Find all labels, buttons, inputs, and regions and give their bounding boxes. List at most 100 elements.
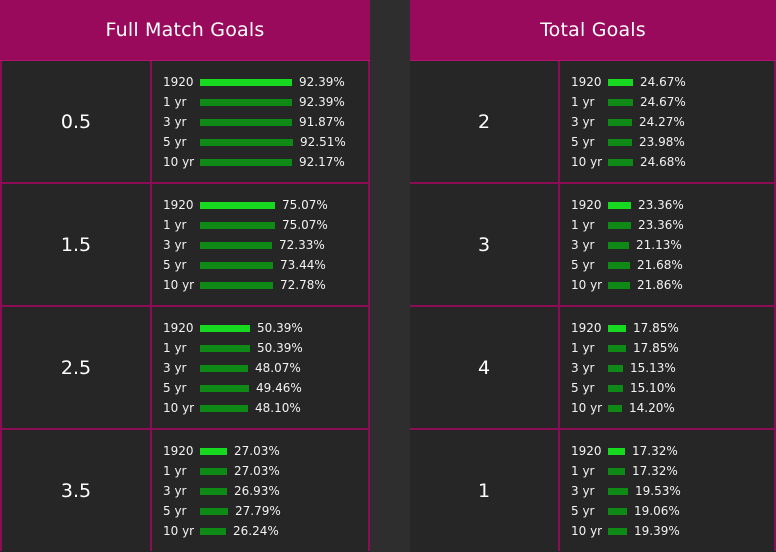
percentage-bar [608,241,629,249]
stat-percentage: 27.03% [234,464,280,478]
stat-percentage: 21.68% [637,258,683,272]
market-row[interactable]: 0.5 1920 92.39% 1 yr 92.39% 3 yr 91.87% 5 yr 92.… [0,61,370,184]
percentage-bar [608,467,625,475]
stats-list: 1920 23.36% 1 yr 23.36% 3 yr 21.13% 5 yr 21.68%… [560,184,776,305]
stat-percentage: 24.68% [640,155,686,169]
stat-period-label: 1920 [163,198,194,212]
stat-line: 3 yr 72.33% [163,235,368,255]
percentage-bar [608,118,632,126]
stat-period-label: 10 yr [163,401,195,415]
stat-percentage: 23.36% [638,198,684,212]
stat-line: 5 yr 49.46% [163,378,368,398]
percentage-bar [608,384,623,392]
market-line-label: 2 [410,61,560,182]
stat-period-label: 5 yr [163,258,187,272]
percentage-bar [608,261,630,269]
stat-line: 5 yr 27.79% [163,501,368,521]
stat-line: 10 yr 19.39% [571,521,774,541]
stat-percentage: 49.46% [256,381,302,395]
stat-line: 1920 17.32% [571,441,774,461]
stat-line: 3 yr 15.13% [571,358,774,378]
stat-period-label: 1 yr [163,464,187,478]
full-match-goals-panel: Full Match Goals 0.5 1920 92.39% 1 yr 92.39% 3… [0,0,370,552]
stat-percentage: 17.85% [633,341,679,355]
stat-percentage: 17.85% [633,321,679,335]
stat-line: 10 yr 14.20% [571,398,774,418]
stat-line: 1920 17.85% [571,318,774,338]
percentage-bar [200,281,273,289]
market-row[interactable]: 3 1920 23.36% 1 yr 23.36% 3 yr 21.13% 5 yr 21.68… [410,184,776,307]
stats-list: 1920 24.67% 1 yr 24.67% 3 yr 24.27% 5 yr 23.98%… [560,61,776,182]
stats-list: 1920 92.39% 1 yr 92.39% 3 yr 91.87% 5 yr 92.51%… [152,61,370,182]
stat-period-label: 1920 [571,75,602,89]
stat-percentage: 92.17% [299,155,345,169]
market-row[interactable]: 1.5 1920 75.07% 1 yr 75.07% 3 yr 72.33% 5 yr 73.… [0,184,370,307]
market-row[interactable]: 2 1920 24.67% 1 yr 24.67% 3 yr 24.27% 5 yr 23.98… [410,61,776,184]
stat-period-label: 5 yr [571,381,595,395]
stat-percentage: 21.86% [637,278,683,292]
stats-list: 1920 50.39% 1 yr 50.39% 3 yr 48.07% 5 yr 49.46%… [152,307,370,428]
percentage-bar [200,241,272,249]
stat-percentage: 24.67% [640,75,686,89]
stat-line: 3 yr 48.07% [163,358,368,378]
stat-period-label: 10 yr [163,524,195,538]
stat-percentage: 48.07% [255,361,301,375]
percentage-bar [608,487,628,495]
percentage-bar [608,527,627,535]
stat-line: 5 yr 73.44% [163,255,368,275]
percentage-bar [608,364,623,372]
stat-line: 1 yr 92.39% [163,92,368,112]
percentage-bar [200,384,249,392]
stat-percentage: 26.93% [234,484,280,498]
stat-line: 5 yr 23.98% [571,132,774,152]
percentage-bar [200,364,248,372]
stat-percentage: 91.87% [299,115,345,129]
percentage-bar [200,507,228,515]
percentage-bar [200,404,248,412]
stat-period-label: 10 yr [571,278,603,292]
stat-percentage: 27.79% [235,504,281,518]
percentage-bar [200,118,292,126]
stat-line: 5 yr 92.51% [163,132,368,152]
stat-percentage: 75.07% [282,218,328,232]
stat-period-label: 1 yr [163,218,187,232]
stat-percentage: 15.10% [630,381,676,395]
stat-line: 3 yr 24.27% [571,112,774,132]
stat-period-label: 10 yr [571,401,603,415]
stat-percentage: 14.20% [629,401,675,415]
stat-line: 10 yr 72.78% [163,275,368,295]
stat-period-label: 3 yr [163,484,187,498]
market-row[interactable]: 1 1920 17.32% 1 yr 17.32% 3 yr 19.53% 5 yr 19.06… [410,430,776,551]
percentage-bar [200,201,275,209]
stat-line: 1 yr 24.67% [571,92,774,112]
stat-line: 10 yr 48.10% [163,398,368,418]
stat-period-label: 5 yr [163,381,187,395]
market-row[interactable]: 4 1920 17.85% 1 yr 17.85% 3 yr 15.13% 5 yr 15.10… [410,307,776,430]
market-row[interactable]: 2.5 1920 50.39% 1 yr 50.39% 3 yr 48.07% 5 yr 49.… [0,307,370,430]
stat-line: 10 yr 24.68% [571,152,774,172]
stat-period-label: 3 yr [163,238,187,252]
stat-percentage: 23.98% [639,135,685,149]
stat-percentage: 50.39% [257,341,303,355]
stat-line: 1920 92.39% [163,72,368,92]
stat-percentage: 24.27% [639,115,685,129]
stat-percentage: 50.39% [257,321,303,335]
market-row[interactable]: 3.5 1920 27.03% 1 yr 27.03% 3 yr 26.93% 5 yr 27.… [0,430,370,551]
panel-title: Total Goals [410,0,776,61]
percentage-bar [608,221,631,229]
stat-percentage: 17.32% [632,464,678,478]
percentage-bar [200,324,250,332]
stat-line: 1 yr 17.32% [571,461,774,481]
percentage-bar [200,78,292,86]
percentage-bar [608,447,625,455]
percentage-bar [200,158,292,166]
stat-line: 5 yr 19.06% [571,501,774,521]
stat-line: 10 yr 92.17% [163,152,368,172]
stat-period-label: 3 yr [163,361,187,375]
stat-percentage: 19.53% [635,484,681,498]
percentage-bar [200,344,250,352]
stat-period-label: 5 yr [571,504,595,518]
stat-percentage: 21.13% [636,238,682,252]
stat-period-label: 10 yr [571,524,603,538]
percentage-bar [608,201,631,209]
